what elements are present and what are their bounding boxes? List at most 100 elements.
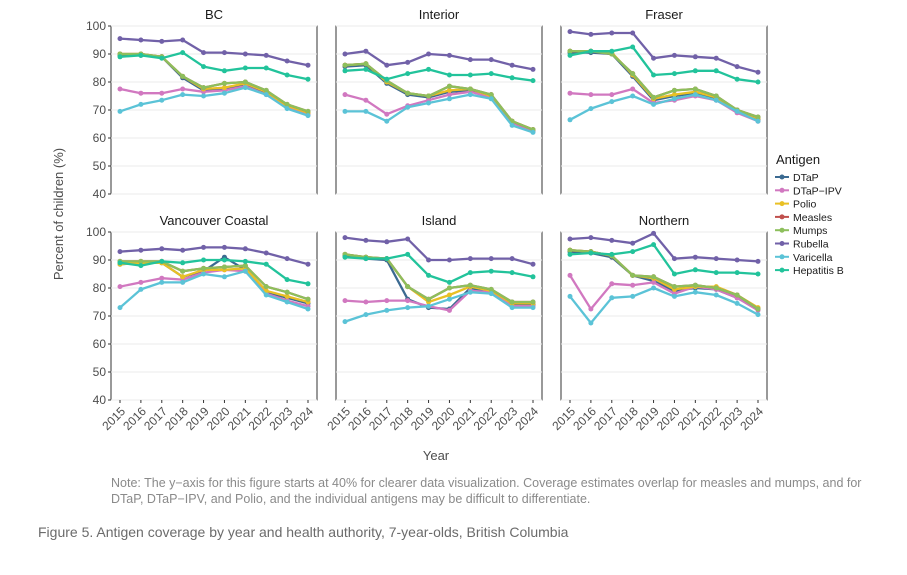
data-point-hepatitis-b <box>609 48 615 54</box>
legend-title: Antigen <box>776 152 820 167</box>
facet-line-chart: BC 40 50 60 70 80 90 100 Interior Fraser Vancouver… <box>51 7 844 463</box>
data-point-dtap-ipv <box>567 90 573 96</box>
data-point-varicella <box>363 108 369 114</box>
y-tick-label: 90 <box>93 47 107 61</box>
data-point-mumps <box>446 83 452 89</box>
data-point-mumps <box>201 85 207 91</box>
data-point-rubella <box>671 52 677 58</box>
data-point-polio <box>221 85 227 91</box>
data-point-rubella <box>305 261 311 267</box>
data-point-hepatitis-b <box>588 48 594 54</box>
data-point-rubella <box>405 236 411 242</box>
data-point-hepatitis-b <box>567 52 573 58</box>
data-point-hepatitis-b <box>201 257 207 263</box>
series-line-dtap-ipv <box>569 274 759 312</box>
chart-note: Note: The y−axis for this figure starts … <box>111 476 862 506</box>
data-point-dtap-ipv <box>342 92 348 98</box>
data-point-varicella <box>201 271 207 277</box>
series-line-rubella <box>344 236 534 266</box>
data-point-mumps <box>671 87 677 93</box>
data-point-varicella <box>446 96 452 102</box>
data-point-hepatitis-b <box>263 65 269 71</box>
data-point-hepatitis-b <box>426 272 432 278</box>
data-point-varicella <box>405 305 411 311</box>
series-line-rubella <box>569 30 759 74</box>
data-point-rubella <box>117 249 123 255</box>
data-point-varicella <box>342 108 348 114</box>
data-point-rubella <box>201 244 207 250</box>
data-point-mumps <box>692 86 698 92</box>
data-point-hepatitis-b <box>713 270 719 276</box>
data-point-rubella <box>530 66 536 72</box>
data-point-hepatitis-b <box>713 68 719 74</box>
data-point-rubella <box>630 240 636 246</box>
data-point-rubella <box>509 256 515 262</box>
series-line-varicella <box>344 291 533 323</box>
data-point-varicella <box>363 312 369 318</box>
data-point-varicella <box>567 117 573 123</box>
data-point-dtap-ipv <box>446 307 452 313</box>
data-point-mumps <box>405 284 411 290</box>
data-point-rubella <box>242 246 248 252</box>
data-point-mumps <box>305 296 311 302</box>
y-tick-label: 50 <box>93 365 107 379</box>
data-point-hepatitis-b <box>117 260 123 266</box>
data-point-varicella <box>305 306 311 312</box>
series-line-mumps <box>120 260 309 301</box>
series-line-hepatitis-b <box>119 258 309 285</box>
data-point-varicella <box>651 285 657 291</box>
data-point-polio <box>180 274 186 280</box>
data-point-rubella <box>384 62 390 68</box>
data-point-varicella <box>755 312 761 318</box>
data-point-hepatitis-b <box>384 256 390 262</box>
data-point-hepatitis-b <box>530 78 536 84</box>
data-point-mumps <box>221 80 227 86</box>
data-point-mumps <box>263 87 269 93</box>
data-point-varicella <box>242 268 248 274</box>
data-point-hepatitis-b <box>630 249 636 255</box>
x-tick-label: 2024 <box>512 404 541 433</box>
y-tick-label: 60 <box>93 131 107 145</box>
series-line-varicella <box>569 286 759 325</box>
series-line-varicella <box>345 93 534 134</box>
data-point-hepatitis-b <box>671 71 677 77</box>
data-point-varicella <box>221 274 227 280</box>
data-point-varicella <box>509 305 515 311</box>
y-tick-label: 40 <box>93 393 107 407</box>
data-point-varicella <box>263 92 269 98</box>
data-point-varicella <box>609 99 615 105</box>
series-line-varicella <box>119 86 309 117</box>
data-point-mumps <box>405 90 411 96</box>
data-point-dtap-ipv <box>180 86 186 92</box>
x-tick-label: 2024 <box>287 404 316 433</box>
data-point-dtap-ipv <box>609 281 615 287</box>
data-point-varicella <box>201 93 207 99</box>
legend-key-point-varicella <box>779 254 785 260</box>
panel-title-fraser: Fraser <box>645 7 683 22</box>
data-point-varicella <box>284 106 290 112</box>
data-point-hepatitis-b <box>446 72 452 78</box>
series-line-varicella <box>569 93 759 123</box>
data-point-rubella <box>263 250 269 256</box>
data-point-varicella <box>467 92 473 98</box>
data-point-rubella <box>713 256 719 262</box>
data-point-hepatitis-b <box>242 258 248 264</box>
data-point-hepatitis-b <box>630 44 636 50</box>
data-point-rubella <box>426 257 432 263</box>
data-point-hepatitis-b <box>342 254 348 260</box>
data-point-rubella <box>242 51 248 57</box>
data-point-rubella <box>734 257 740 263</box>
data-point-rubella <box>692 254 698 260</box>
series-line-varicella <box>119 270 309 311</box>
data-point-varicella <box>609 295 615 301</box>
data-point-varicella <box>117 305 123 311</box>
data-point-hepatitis-b <box>159 55 165 61</box>
data-point-varicella <box>159 97 165 103</box>
data-point-dtap-ipv <box>588 92 594 98</box>
data-point-varicella <box>713 292 719 298</box>
data-point-hepatitis-b <box>405 251 411 257</box>
data-point-varicella <box>530 129 536 135</box>
data-point-rubella <box>180 247 186 253</box>
data-point-mumps <box>567 48 573 54</box>
data-point-dtap-ipv <box>117 86 123 92</box>
